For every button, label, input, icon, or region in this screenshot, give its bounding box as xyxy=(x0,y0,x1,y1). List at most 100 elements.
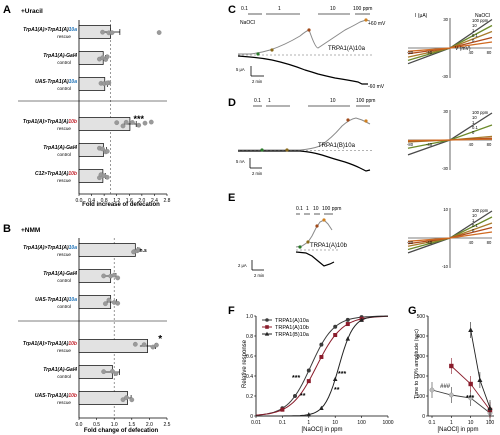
data-point xyxy=(157,30,161,34)
data-point xyxy=(468,382,472,386)
panel-d-scale-i: 5 nA xyxy=(236,159,245,164)
data-point xyxy=(116,301,120,305)
panel-c-dose-1: 1 xyxy=(278,6,281,12)
data-point xyxy=(124,120,128,124)
data-point xyxy=(105,149,109,153)
panel-d-dose-3: 100 ppm xyxy=(356,98,375,104)
x-tick-label: 0.0 xyxy=(76,422,83,428)
panel-a-rows: TrpA1(A)>TrpA1(A)10arescueTrpA1(A)-Gal4c… xyxy=(23,27,77,183)
data-point xyxy=(346,322,350,326)
significance-marker: *** xyxy=(133,114,144,124)
data-point xyxy=(307,379,311,383)
legend-marker xyxy=(265,325,269,329)
genotype-label: C12>TrpA1(A)10b xyxy=(35,171,77,177)
series-line xyxy=(432,390,490,413)
panel-d-letter: D xyxy=(228,97,236,109)
x-tick-label: 1 xyxy=(450,420,453,426)
panel-d-scale xyxy=(250,158,262,168)
panel-g: G 0.1 1 10 1000100200300400500###*** Time t… xyxy=(408,305,494,433)
significance-marker: * xyxy=(158,334,162,345)
data-point xyxy=(149,120,153,124)
panel-c-dose-3: 100 ppm xyxy=(353,6,372,12)
panel-d-scale-t: 2 min xyxy=(252,171,263,176)
data-point xyxy=(105,55,109,59)
data-point xyxy=(105,81,109,85)
panel-c-iv-agent: NaOCl xyxy=(475,13,490,19)
x-tick-label: 2.8 xyxy=(164,198,171,204)
panel-a-condition: +Uracil xyxy=(21,8,43,15)
panel-e-iv-plot: -80 80-40 4010-10100 ppm1010.10 xyxy=(407,207,492,269)
genotype-label: UAS-TrpA1(A)10a xyxy=(35,297,77,303)
data-point xyxy=(449,364,453,368)
legend-entry: TRPA1(A)10b xyxy=(275,325,309,331)
panel-a-xlabel: Fold increase of defecation xyxy=(82,202,160,208)
significance-marker: *** xyxy=(292,375,300,382)
data-point xyxy=(293,394,297,398)
y-tick-label: 0 xyxy=(422,414,425,420)
panel-c-iv-plot: -80 80-40 4030-30100 ppm1010.10 xyxy=(407,17,492,79)
data-point xyxy=(477,377,482,382)
iv-y-tick-label: -30 xyxy=(442,166,449,171)
panel-e-label: TRPA1(A)10b xyxy=(310,243,348,249)
condition-label: control xyxy=(57,278,71,283)
condition-label: rescue xyxy=(57,34,71,39)
panel-c-dose-0: 0.1 xyxy=(241,6,248,12)
genotype-label: TrpA1(A)>TrpA1(A)10b xyxy=(23,341,77,347)
data-point xyxy=(103,302,107,306)
x-tick-label: 100 xyxy=(357,420,366,426)
panel-c-iv-title: I (μA) xyxy=(415,13,428,19)
legend-entry: TRPA1(B)10a xyxy=(275,332,310,338)
iv-x-tick-label: 40 xyxy=(469,142,474,147)
data-point xyxy=(333,377,338,381)
data-point xyxy=(124,395,128,399)
x-tick-label: 10 xyxy=(332,420,338,426)
y-tick-label: 0 xyxy=(250,414,253,420)
genotype-label: TrpA1(A)>TrpA1(A)10b xyxy=(23,119,77,125)
panel-a: A +Uracil TrpA1(A)>TrpA1(A)10arescueTrpA… xyxy=(3,4,171,208)
data-point xyxy=(115,120,119,124)
bar xyxy=(79,340,148,353)
panel-g-letter: G xyxy=(408,305,417,317)
panel-e-letter: E xyxy=(228,192,235,204)
genotype-label: TrpA1(A)-Gal4 xyxy=(43,53,77,59)
y-tick-label: 500 xyxy=(417,314,426,320)
legend-marker xyxy=(265,318,269,322)
genotype-label: TrpA1(A)-Gal4 xyxy=(43,367,77,373)
panel-e-scale xyxy=(252,260,264,270)
panel-e: E 0.1 1 10 100 ppm TRPA1(A)10b 2 μA 2 mi… xyxy=(228,192,492,278)
significance-marker: ** xyxy=(334,387,340,394)
panel-c-iv-xlabel: V (mV) xyxy=(455,46,471,52)
panel-c-scale xyxy=(251,66,264,76)
panel-d-dose-0: 0.1 xyxy=(254,98,261,104)
panel-f-xlabel: [NaOCl] in ppm xyxy=(301,427,342,433)
panel-c-label: TRPA1(A)10a xyxy=(328,46,366,52)
panel-b: B +NMM TrpA1(A)>TrpA1(A)10arescueTrpA1(A… xyxy=(3,223,171,434)
data-point xyxy=(121,124,125,128)
data-point xyxy=(100,30,104,34)
panel-b-rows: TrpA1(A)>TrpA1(A)10arescueTrpA1(A)-Gal4c… xyxy=(23,245,77,405)
data-point xyxy=(116,276,120,280)
iv-x-tick-label: 80 xyxy=(487,50,492,55)
iv-y-tick-label: -30 xyxy=(442,74,449,79)
x-tick-label: 0.01 xyxy=(251,420,261,426)
panel-f-plot: 0.01 0.1 1 10 100 100000.20.40.60.81.0TRPA1(A… xyxy=(246,314,394,426)
iv-y-tick-label: 30 xyxy=(443,17,448,22)
data-point xyxy=(319,343,323,347)
legend-entry: TRPA1(A)10a xyxy=(275,318,310,324)
panel-c-scale-i: 5 μA xyxy=(236,67,245,72)
panel-b-condition: +NMM xyxy=(21,227,40,234)
panel-g-ylabel: Time to 70% amplitude (sec) xyxy=(414,329,420,399)
panel-b-xlabel: Fold change of defecation xyxy=(84,428,159,434)
data-point xyxy=(468,327,473,332)
data-point xyxy=(101,369,105,373)
panel-d: D 0.1 1 10 100 ppm TRPA1(B)10a 5 nA 2 mi… xyxy=(228,97,492,176)
x-tick-label: 2.5 xyxy=(164,422,171,428)
panel-e-dose-1: 1 xyxy=(306,206,309,212)
condition-label: rescue xyxy=(57,400,71,405)
data-point xyxy=(133,342,137,346)
panel-g-plot: 0.1 1 10 1000100200300400500###*** xyxy=(417,314,495,426)
panel-c-dose-2: 10 xyxy=(330,6,336,12)
panel-e-trace-neg xyxy=(296,252,334,266)
panel-g-xlabel: [NaOCl] in ppm xyxy=(437,427,478,433)
panel-d-dose-1: 1 xyxy=(268,98,271,104)
